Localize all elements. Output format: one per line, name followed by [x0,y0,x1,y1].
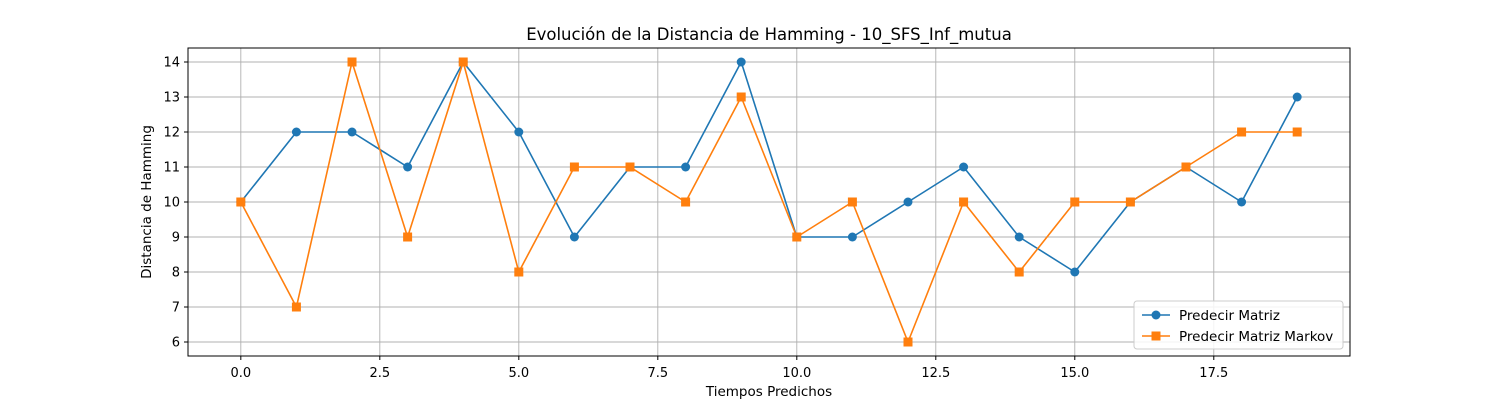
x-axis-title: Tiempos Predichos [705,384,832,400]
x-tick-label: 5.0 [508,366,529,381]
data-point [291,127,301,137]
data-point [403,232,413,242]
legend-box [1133,300,1344,350]
x-axis: 0.0 2.5 5.0 7.5 10.0 12.5 15.0 17.5 [230,356,1228,381]
data-point [959,162,969,172]
y-tick-label: 13 [163,91,180,106]
data-point [403,162,413,172]
y-tick-label: 14 [163,56,180,71]
legend-label: Predecir Matriz Markov [1179,329,1333,345]
series-line [240,61,1298,343]
data-point [903,197,913,207]
x-tick-label: 15.0 [1060,366,1089,381]
data-point [625,162,635,172]
data-point [1237,127,1247,137]
x-tick-label: 0.0 [230,366,251,381]
data-point [514,127,524,137]
y-tick-label: 9 [172,231,180,246]
data-point [569,162,579,172]
x-tick-label: 10.0 [782,366,811,381]
data-point [514,267,524,277]
data-point [347,57,357,67]
y-tick-label: 7 [172,301,180,316]
data-point [1292,92,1302,102]
data-point [847,197,857,207]
data-point [959,197,969,207]
legend-item: Predecir Matriz Markov [1142,329,1333,345]
data-point [903,337,913,347]
y-tick-label: 12 [163,126,180,141]
x-tick-label: 2.5 [369,366,390,381]
y-axis-title: Distancia de Hamming [139,125,155,279]
data-point [1237,197,1247,207]
y-tick-label: 10 [163,196,180,211]
legend-item: Predecir Matriz [1142,308,1280,324]
data-point [458,57,468,67]
legend-marker [1151,331,1161,341]
data-point [1014,267,1024,277]
legend-marker [1151,310,1161,320]
data-point [291,302,301,312]
data-point [847,232,857,242]
series-2 [236,57,1302,347]
data-point [1014,232,1024,242]
data-point [347,127,357,137]
y-tick-label: 11 [163,161,180,176]
y-axis: 6 7 8 9 10 11 12 13 14 [163,56,188,351]
data-point [792,232,802,242]
data-point [681,197,691,207]
data-point [1181,162,1191,172]
legend: Predecir Matriz Predecir Matriz Markov [1133,300,1344,350]
x-tick-label: 7.5 [647,366,668,381]
series-layer [236,57,1302,347]
data-point [736,57,746,67]
chart-title: Evolución de la Distancia de Hamming - 1… [526,25,1012,45]
data-point [736,92,746,102]
data-point [569,232,579,242]
data-point [1070,267,1080,277]
data-point [1070,197,1080,207]
data-point [236,197,246,207]
x-tick-label: 17.5 [1199,366,1228,381]
data-point [681,162,691,172]
series-line [240,61,1298,273]
y-tick-label: 8 [172,266,180,281]
x-tick-label: 12.5 [921,366,950,381]
legend-label: Predecir Matriz [1179,308,1280,324]
data-point [1125,197,1135,207]
y-tick-label: 6 [172,336,180,351]
data-point [1292,127,1302,137]
